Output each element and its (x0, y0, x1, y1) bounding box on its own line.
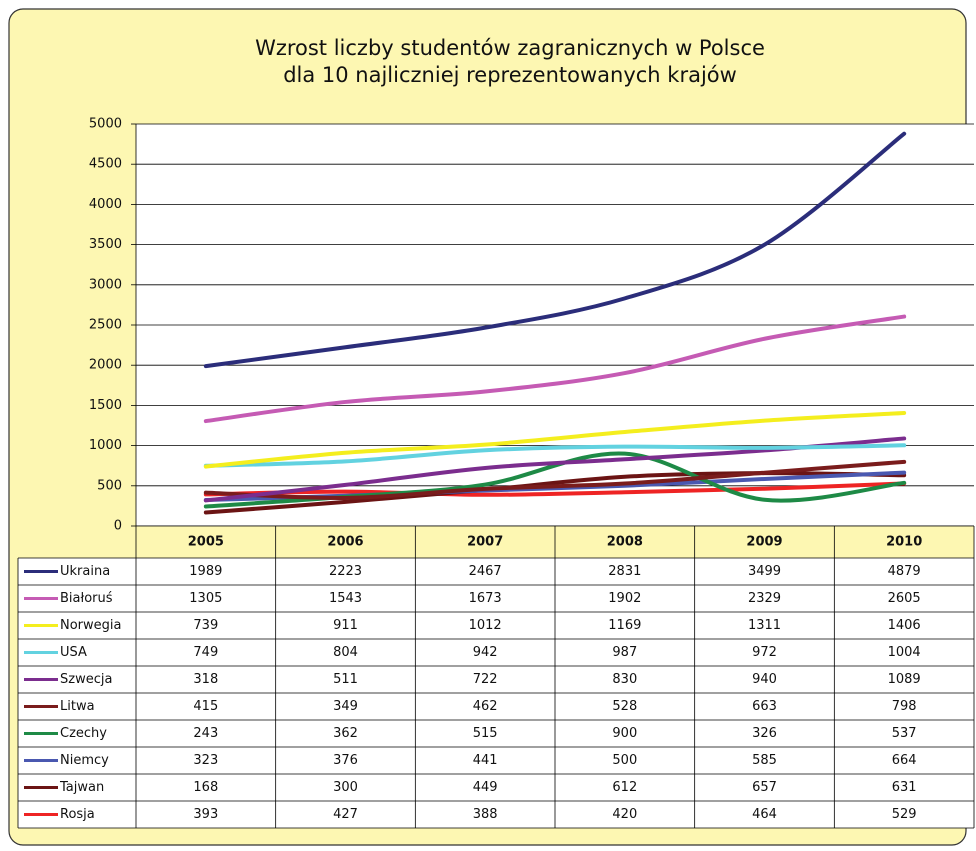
table-cell: 1089 (888, 672, 921, 687)
table-cell: 462 (473, 699, 498, 714)
table-cell: 612 (612, 780, 637, 795)
y-tick-label: 500 (97, 478, 122, 493)
table-cell: 2223 (329, 564, 362, 579)
x-tick-label: 2005 (188, 535, 224, 550)
table-cell: 987 (612, 645, 637, 660)
y-tick-label: 0 (114, 519, 122, 534)
series-line (203, 314, 907, 424)
table-cell: 2605 (888, 591, 921, 606)
table-cell: 511 (333, 672, 358, 687)
table-cell: 376 (333, 753, 358, 768)
x-tick-label: 2006 (327, 535, 363, 550)
x-tick-label: 2009 (746, 535, 782, 550)
table-cell: 323 (193, 753, 218, 768)
legend-label: Czechy (60, 726, 107, 741)
table-cell: 1902 (608, 591, 641, 606)
y-tick-label: 1500 (89, 398, 122, 413)
table-cell: 362 (333, 726, 358, 741)
table-cell: 168 (193, 780, 218, 795)
legend-label: USA (60, 645, 87, 660)
y-tick-label: 3000 (89, 277, 122, 292)
table-cell: 1169 (608, 618, 641, 633)
y-tick-label: 2000 (89, 358, 122, 373)
table-cell: 529 (892, 807, 917, 822)
table-cell: 663 (752, 699, 777, 714)
table-cell: 1305 (189, 591, 222, 606)
table-cell: 500 (612, 753, 637, 768)
table-cell: 449 (473, 780, 498, 795)
table-cell: 515 (473, 726, 498, 741)
table-cell: 900 (612, 726, 637, 741)
table-cell: 1543 (329, 591, 362, 606)
series-line (203, 131, 907, 369)
series-line (203, 481, 907, 497)
table-cell: 804 (333, 645, 358, 660)
x-tick-label: 2007 (467, 535, 503, 550)
y-tick-label: 4500 (89, 157, 122, 172)
table-cell: 300 (333, 780, 358, 795)
table-cell: 3499 (748, 564, 781, 579)
table-cell: 441 (473, 753, 498, 768)
legend-label: Tajwan (59, 780, 104, 795)
table-cell: 1311 (748, 618, 781, 633)
legend-label: Litwa (60, 699, 95, 714)
table-cell: 420 (612, 807, 637, 822)
y-tick-label: 1000 (89, 438, 122, 453)
legend-label: Rosja (60, 807, 95, 822)
x-tick-label: 2010 (886, 535, 922, 550)
legend-label: Białoruś (60, 591, 113, 606)
y-tick-label: 2500 (89, 318, 122, 333)
table-cell: 1012 (469, 618, 502, 633)
table-cell: 2329 (748, 591, 781, 606)
table-cell: 911 (333, 618, 358, 633)
table-cell: 326 (752, 726, 777, 741)
table-cell: 1673 (469, 591, 502, 606)
table-cell: 2467 (469, 564, 502, 579)
table-cell: 1406 (888, 618, 921, 633)
legend-label: Szwecja (60, 672, 112, 687)
table-cell: 940 (752, 672, 777, 687)
y-tick-label: 3500 (89, 237, 122, 252)
chart-title: Wzrost liczby studentów zagranicznych w … (255, 36, 765, 60)
series-line (203, 443, 907, 468)
table-cell: 415 (193, 699, 218, 714)
table-cell: 537 (892, 726, 917, 741)
table-cell: 393 (193, 807, 218, 822)
y-tick-label: 4000 (89, 197, 122, 212)
x-tick-label: 2008 (607, 535, 643, 550)
y-tick-label: 5000 (89, 117, 122, 132)
table-cell: 528 (612, 699, 637, 714)
table-cell: 749 (193, 645, 218, 660)
legend-label: Ukraina (60, 564, 110, 579)
series-line (203, 459, 907, 500)
table-cell: 664 (892, 753, 917, 768)
table-cell: 585 (752, 753, 777, 768)
table-cell: 722 (473, 672, 498, 687)
legend-label: Norwegia (60, 618, 121, 633)
table-cell: 1989 (189, 564, 222, 579)
table-cell: 631 (892, 780, 917, 795)
chart-title: dla 10 najliczniej reprezentowanych kraj… (283, 63, 737, 87)
table-cell: 388 (473, 807, 498, 822)
table-cell: 464 (752, 807, 777, 822)
table-cell: 657 (752, 780, 777, 795)
table-cell: 243 (193, 726, 218, 741)
legend-label: Niemcy (60, 753, 109, 768)
table-cell: 972 (752, 645, 777, 660)
table-cell: 1004 (888, 645, 921, 660)
table-cell: 830 (612, 672, 637, 687)
table-cell: 318 (193, 672, 218, 687)
series-line (203, 410, 907, 469)
table-cell: 349 (333, 699, 358, 714)
table-cell: 942 (473, 645, 498, 660)
table-cell: 2831 (608, 564, 641, 579)
table-cell: 798 (892, 699, 917, 714)
table-cell: 739 (193, 618, 218, 633)
table-cell: 427 (333, 807, 358, 822)
table-cell: 4879 (888, 564, 921, 579)
